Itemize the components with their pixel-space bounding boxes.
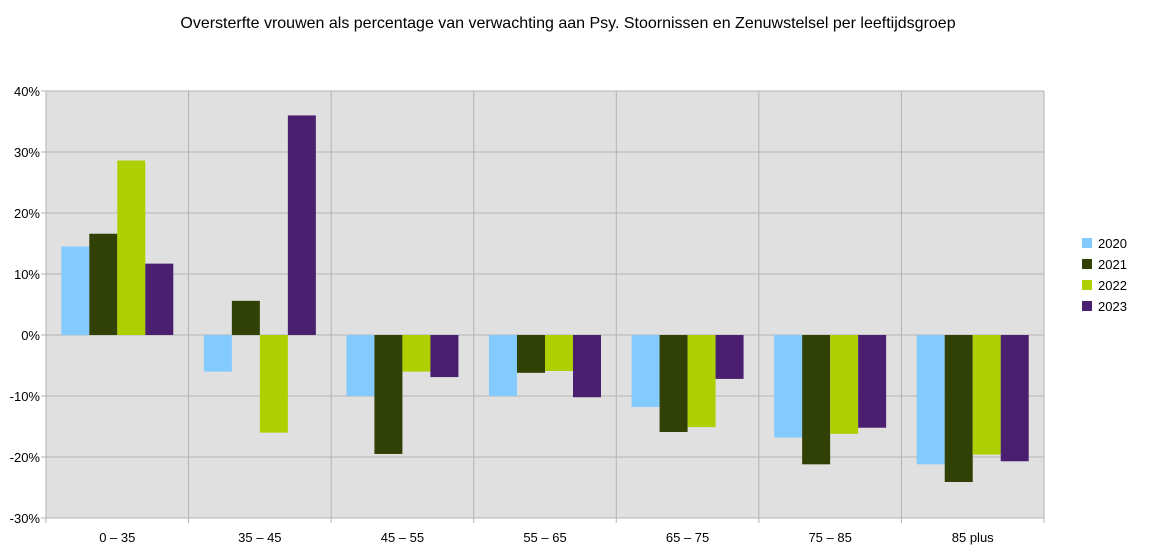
bar-2020: [346, 335, 375, 396]
x-tick-label: 0 – 35: [99, 530, 135, 545]
bar-2022: [402, 335, 431, 372]
bar-2021: [944, 335, 973, 483]
bar-2022: [972, 335, 1001, 455]
x-tick-label: 85 plus: [952, 530, 994, 545]
y-tick-label: 30%: [14, 145, 40, 160]
bar-2023: [287, 115, 316, 336]
bar-2020: [489, 335, 517, 396]
bar-2023: [145, 263, 174, 335]
bar-2021: [374, 335, 403, 454]
legend-label: 2021: [1098, 257, 1127, 272]
legend: 2020 2021 2022 2023: [1082, 236, 1127, 314]
bar-2020: [916, 335, 945, 465]
y-tick-label: 20%: [14, 206, 40, 221]
y-tick-label: -20%: [10, 450, 41, 465]
y-tick-label: -10%: [10, 389, 41, 404]
bar-2021: [659, 335, 688, 432]
plot-background: [46, 91, 1044, 518]
bar-2023: [858, 335, 887, 428]
bar-2022: [259, 335, 288, 433]
bar-2022: [687, 335, 716, 428]
bar-2020: [774, 335, 803, 438]
bar-2022: [117, 160, 146, 335]
legend-label: 2022: [1098, 278, 1127, 293]
bar-2022: [830, 335, 859, 434]
y-tick-label: 10%: [14, 267, 40, 282]
bar-2021: [89, 233, 118, 335]
y-tick-label: 40%: [14, 84, 40, 99]
legend-swatch-2022: [1082, 280, 1092, 290]
legend-swatch-2020: [1082, 238, 1092, 248]
bar-2023: [715, 335, 744, 379]
x-tick-label: 45 – 55: [381, 530, 424, 545]
legend-swatch-2021: [1082, 259, 1092, 269]
bar-2021: [802, 335, 831, 465]
x-tick-label: 35 – 45: [238, 530, 281, 545]
bar-2021: [231, 300, 260, 335]
bar-2020: [631, 335, 660, 407]
legend-swatch-2023: [1082, 301, 1092, 311]
bar-2022: [545, 335, 573, 371]
x-tick-label: 55 – 65: [523, 530, 566, 545]
x-tick-label: 75 – 85: [808, 530, 851, 545]
x-tick-label: 65 – 75: [666, 530, 709, 545]
bar-2020: [203, 335, 232, 372]
legend-label: 2023: [1098, 299, 1127, 314]
bar-2021: [517, 335, 545, 373]
y-tick-label: 0%: [21, 328, 40, 343]
plot-area: 40% 30% 20% 10% 0% -10% -20% -30% 0 – 35 35 – 45 4…: [10, 84, 1045, 545]
chart-title: Oversterfte vrouwen als percentage van v…: [180, 15, 955, 32]
bar-2020: [61, 246, 90, 335]
bar-2023: [430, 335, 459, 378]
bar-2023: [573, 335, 601, 398]
y-tick-label: -30%: [10, 511, 41, 526]
legend-label: 2020: [1098, 236, 1127, 251]
bar-2023: [1000, 335, 1029, 462]
